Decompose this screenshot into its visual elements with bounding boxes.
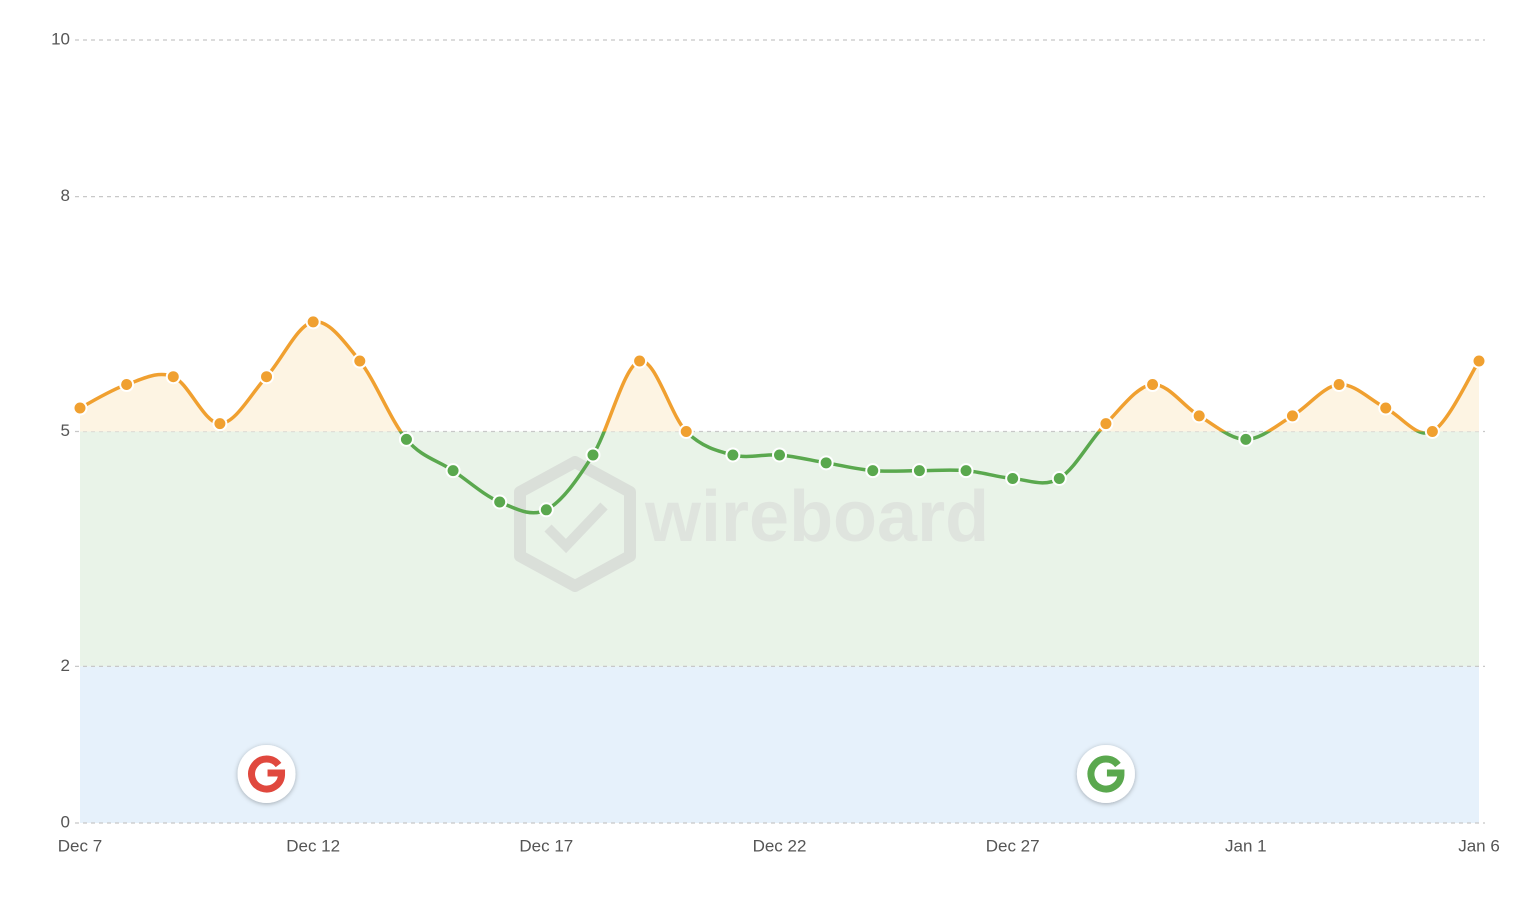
event-marker [1076,745,1135,803]
data-point [585,447,601,463]
event-icon [248,755,286,793]
data-point [1424,424,1440,439]
watermark: wireboard [514,456,989,592]
data-point [538,502,554,518]
data-point [958,463,974,479]
data-point [212,416,228,432]
data-point [1191,408,1207,424]
data-point [865,463,881,479]
data-point [259,369,275,385]
data-point [72,400,88,416]
data-point [1378,400,1394,416]
data-point [1005,470,1021,486]
data-point [445,463,461,479]
data-point [818,455,834,471]
x-tick-label: Jan 6 [1458,836,1500,855]
event-icon [1087,755,1125,793]
y-tick-label: 0 [61,812,70,831]
data-point [1098,416,1114,432]
event-badge [237,745,296,803]
event-badge [1076,745,1135,803]
watermark-logo [514,456,636,592]
data-point [165,369,181,385]
data-point [1471,353,1487,369]
x-tick-label: Dec 12 [286,836,340,855]
watermark-text: wireboard [644,477,989,557]
data-point [772,447,787,463]
data-point [1284,408,1300,424]
area-above [80,321,1479,432]
y-tick-label: 8 [61,186,70,205]
x-tick-label: Dec 7 [58,836,102,855]
data-point [352,353,368,369]
event-marker [237,745,296,803]
watermark-check [544,502,608,554]
data-point [911,463,927,479]
x-tick-label: Jan 1 [1225,836,1267,855]
data-point [1238,431,1254,447]
x-tick-label: Dec 22 [753,836,807,855]
x-tick-label: Dec 17 [519,836,573,855]
band [80,666,1479,823]
data-point [725,447,741,463]
x-tick-label: Dec 27 [986,836,1040,855]
data-point [632,353,648,369]
y-tick-label: 10 [51,29,70,48]
data-point [678,424,694,439]
data-point [305,314,321,330]
y-tick-label: 5 [61,421,70,440]
data-point [1331,377,1347,393]
band [80,431,1479,667]
data-point [119,377,135,393]
data-point [492,494,508,510]
data-point [1051,470,1067,486]
data-point [398,431,414,447]
data-point [1145,377,1161,393]
y-tick-label: 2 [61,656,70,675]
